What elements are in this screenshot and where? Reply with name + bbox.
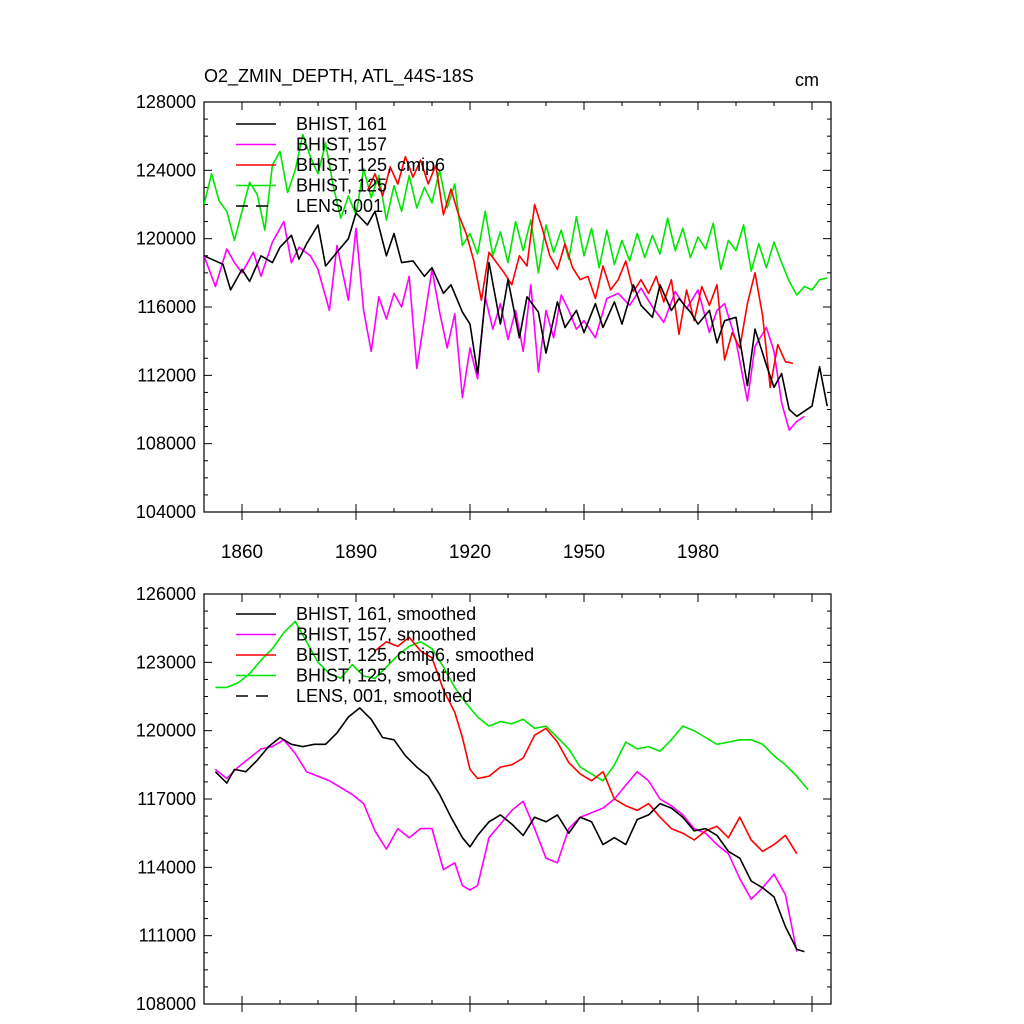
legend-label: BHIST, 125, cmip6 bbox=[296, 155, 445, 175]
series-line-bhist-161-smoothed bbox=[214, 707, 805, 953]
legend-label: BHIST, 161, smoothed bbox=[296, 604, 476, 624]
y-tick-label: 108000 bbox=[136, 994, 196, 1014]
legend-label: BHIST, 125, smoothed bbox=[296, 666, 476, 686]
y-tick-label: 124000 bbox=[136, 160, 196, 180]
y-tick-label: 126000 bbox=[136, 584, 196, 604]
legend-label: BHIST, 125, cmip6, smoothed bbox=[296, 645, 534, 665]
series-line-bhist-157-smoothed bbox=[214, 738, 798, 952]
top-panel: 104000 108000 112000 116000 120000 124000 1280… bbox=[136, 92, 832, 563]
y-tick-label: 123000 bbox=[136, 652, 196, 672]
bottom-panel: 108000 111000 114000 117000 120000 123000 1260… bbox=[136, 584, 832, 1014]
x-tick-label: 1860 bbox=[221, 542, 263, 563]
legend-label: LENS, 001, smoothed bbox=[296, 686, 472, 706]
series-line-bhist-125-smoothed bbox=[215, 620, 809, 791]
y-tick-label: 114000 bbox=[137, 857, 196, 877]
series-line-bhist-161 bbox=[204, 210, 828, 418]
y-tick-label: 108000 bbox=[136, 434, 196, 454]
y-tick-label: 104000 bbox=[136, 502, 196, 522]
chart-title: O2_ZMIN_DEPTH, ATL_44S-18S bbox=[204, 66, 474, 87]
y-tick-label: 112000 bbox=[137, 365, 196, 385]
series-line-bhist-125-cmip6 bbox=[366, 155, 794, 389]
series-line-bhist-125-cmip6-smoothed bbox=[374, 636, 798, 855]
y-tick-label: 120000 bbox=[136, 721, 196, 741]
legend-label: BHIST, 161 bbox=[296, 114, 387, 134]
y-tick-label: 111000 bbox=[139, 926, 196, 946]
legend-label: BHIST, 157 bbox=[296, 135, 387, 155]
legend-label: LENS, 001 bbox=[296, 196, 383, 216]
legend-label: BHIST, 157, smoothed bbox=[296, 625, 476, 645]
legend-label: BHIST, 125 bbox=[296, 176, 387, 196]
x-tick-label: 1920 bbox=[449, 542, 491, 563]
y-tick-label: 120000 bbox=[136, 229, 196, 249]
y-tick-label: 128000 bbox=[136, 92, 196, 112]
series-line-bhist-125 bbox=[204, 133, 828, 296]
x-tick-label: 1980 bbox=[677, 542, 719, 563]
units-label: cm bbox=[795, 70, 819, 90]
x-tick-label: 1950 bbox=[563, 542, 605, 563]
x-tick-label: 1890 bbox=[335, 542, 377, 563]
series-line-bhist-157 bbox=[204, 220, 805, 431]
y-tick-label: 117000 bbox=[137, 789, 196, 809]
y-tick-label: 116000 bbox=[137, 297, 196, 317]
